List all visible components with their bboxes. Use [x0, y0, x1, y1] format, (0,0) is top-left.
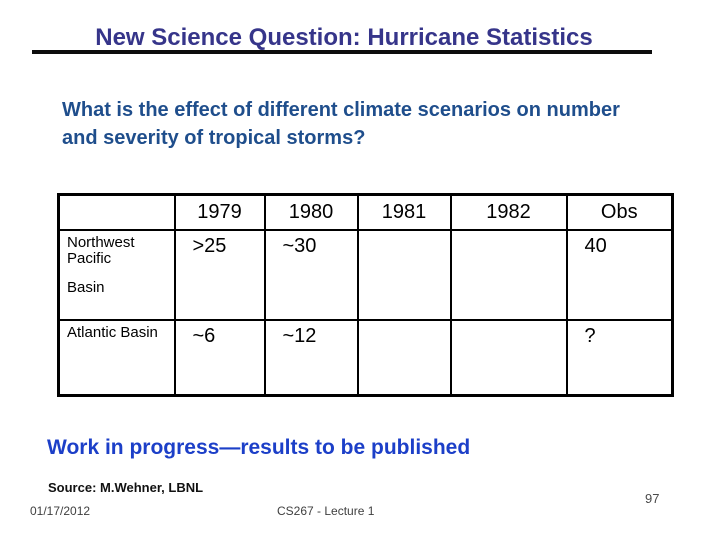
cell-atl-1981: [356, 318, 452, 397]
page-title: New Science Question: Hurricane Statisti…: [95, 24, 593, 51]
cell-nwp-1979: >25: [173, 228, 266, 321]
cell-atl-obs: ?: [565, 318, 674, 397]
row-label-atlantic-basin: Atlantic Basin: [57, 318, 176, 397]
cell-atl-1980: ~12: [263, 318, 359, 397]
table-row: Atlantic Basin ~6 ~12 ?: [57, 318, 674, 397]
column-header-1980: 1980: [263, 193, 359, 231]
column-header-blank: [57, 193, 176, 231]
footer-lecture-label: CS267 - Lecture 1: [277, 504, 375, 518]
question-text: What is the effect of different climate …: [62, 99, 620, 149]
row-label-line1: Atlantic Basin: [67, 323, 158, 341]
cell-atl-1979: ~6: [173, 318, 266, 397]
cell-atl-1982: [449, 318, 568, 397]
page-number: 97: [645, 491, 660, 506]
table-header-row: 1979 1980 1981 1982 Obs: [57, 193, 674, 231]
row-label-northwest-pacific-basin: Northwest Pacific Basin: [57, 228, 176, 321]
column-header-1982: 1982: [449, 193, 568, 231]
cell-nwp-obs: 40: [565, 228, 674, 321]
hurricane-statistics-table: 1979 1980 1981 1982 Obs Northwest Pacifi…: [57, 193, 674, 397]
table-row: Northwest Pacific Basin >25 ~30 40: [57, 228, 674, 321]
status-text: Work in progress—results to be published: [47, 436, 471, 459]
row-label-line1: Northwest Pacific: [67, 233, 135, 267]
column-header-1981: 1981: [356, 193, 452, 231]
cell-nwp-1981: [356, 228, 452, 321]
source-attribution: Source: M.Wehner, LBNL: [48, 480, 204, 495]
cell-nwp-1980: ~30: [263, 228, 359, 321]
row-label-line2: Basin: [67, 278, 105, 296]
cell-nwp-1982: [449, 228, 568, 321]
column-header-obs: Obs: [565, 193, 674, 231]
footer-date: 01/17/2012: [30, 504, 91, 518]
column-header-1979: 1979: [173, 193, 266, 231]
title-underline: [32, 50, 652, 54]
